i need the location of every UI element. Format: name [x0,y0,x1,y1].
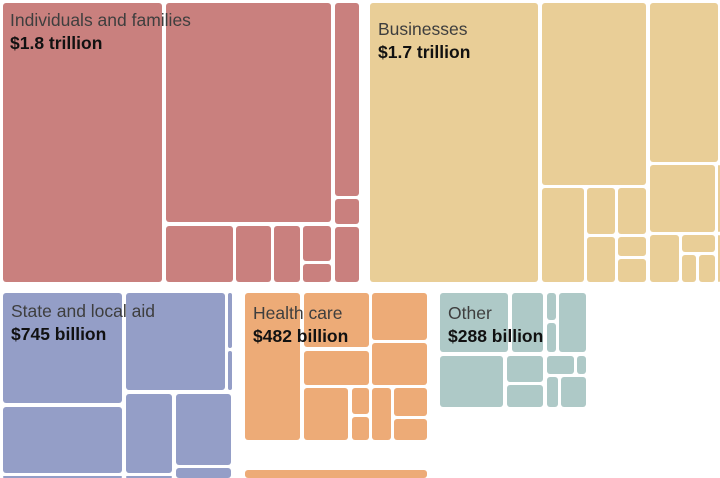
health-care-cell [304,293,369,347]
health-care-cell [372,343,427,385]
state-and-local-aid-cell [126,293,225,390]
businesses-cell [370,3,538,282]
state-and-local-aid-cell [126,476,172,478]
businesses-cell [650,165,715,232]
other-cell [547,293,556,320]
businesses-cell [682,235,715,252]
individuals-and-families-cell [303,226,331,261]
businesses-cell [699,255,715,282]
businesses-cell [587,188,615,234]
businesses-cell [718,235,720,282]
other-cell [577,356,586,374]
other-cell [559,293,586,352]
health-care-cell [245,470,427,478]
other-cell [507,385,543,407]
other-cell [512,293,543,352]
businesses-cell [718,165,720,232]
health-care-cell [394,419,427,440]
state-and-local-aid-cell [228,351,232,390]
other-cell [507,356,543,382]
health-care-cell [372,388,391,440]
health-care-cell [304,351,369,385]
state-and-local-aid-cell [126,394,172,473]
other-cell [561,377,586,407]
individuals-and-families-cell [166,226,233,282]
health-care-cell [394,388,427,416]
other-cell [440,356,503,407]
state-and-local-aid-cell [228,293,232,348]
individuals-and-families-cell [335,3,359,196]
individuals-and-families-cell [335,227,359,282]
businesses-cell [587,237,615,282]
individuals-and-families-cell [3,3,162,282]
businesses-cell [542,3,646,185]
state-and-local-aid-cell [3,476,122,478]
health-care-cell [352,388,369,414]
individuals-and-families-cell [274,226,300,282]
health-care-cell [372,293,427,340]
other-cell [440,293,508,352]
other-cell [547,356,574,374]
businesses-cell [618,259,646,282]
state-and-local-aid-cell [176,468,231,478]
state-and-local-aid-cell [176,394,231,465]
other-cell [547,377,558,407]
businesses-cell [650,3,718,162]
state-and-local-aid-cell [3,407,122,473]
health-care-cell [304,388,348,440]
health-care-cell [245,293,300,440]
businesses-cell [618,188,646,234]
businesses-cell [618,237,646,256]
businesses-cell [650,235,679,282]
businesses-cell [682,255,696,282]
individuals-and-families-cell [166,3,331,222]
individuals-and-families-cell [236,226,271,282]
businesses-cell [542,188,584,282]
other-cell [547,323,556,352]
health-care-cell [352,417,369,440]
individuals-and-families-cell [303,264,331,282]
individuals-and-families-cell [335,199,359,224]
state-and-local-aid-cell [3,293,122,403]
